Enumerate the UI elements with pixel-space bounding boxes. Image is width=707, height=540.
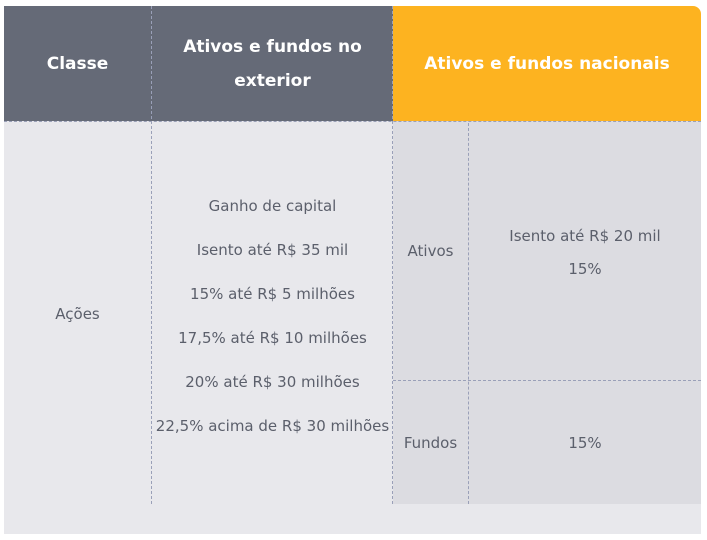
header-nacionais-label: Ativos e fundos nacionais [424,53,670,74]
divider-col-2 [392,6,393,504]
cell-fundos-label: Fundos [393,380,468,506]
fundos-label: Fundos [403,434,458,452]
divider-col-3 [468,123,469,504]
cell-ativos-label: Ativos [393,121,468,380]
cell-exterior-rules: Ganho de capital Isento até R$ 35 mil 15… [152,184,393,448]
header-classe: Classe [4,6,151,121]
cell-fundos-value: 15% [469,380,701,506]
divider-ativos-fundos [393,380,701,381]
exterior-line: 17,5% até R$ 10 milhões [178,329,367,347]
exterior-line: 20% até R$ 30 milhões [185,373,360,391]
fundos-value: 15% [568,434,602,452]
cell-ativos-value: Isento até R$ 20 mil 15% [469,220,701,286]
header-nacionais: Ativos e fundos nacionais [393,6,701,121]
header-background-gold [393,6,701,121]
classe-acoes-label: Ações [55,304,100,323]
exterior-line: Isento até R$ 35 mil [196,241,349,259]
ativos-label: Ativos [407,241,454,260]
divider-col-1 [151,6,152,504]
ativos-value-line: Isento até R$ 20 mil [509,227,661,245]
exterior-line: 22,5% acima de R$ 30 milhões [155,417,390,435]
header-background-dark [4,6,393,121]
header-classe-label: Classe [46,53,109,74]
tax-table: Classe Ativos e fundos no exterior Ativo… [4,6,701,534]
nacionais-cell-background [393,121,701,504]
ativos-value-line: 15% [568,260,602,278]
cell-classe-acoes: Ações [4,121,151,506]
header-exterior-line2: exterior [234,70,311,91]
header-exterior-line1: Ativos e fundos no [183,36,362,57]
exterior-line: 15% até R$ 5 milhões [190,285,355,303]
exterior-line: Ganho de capital [208,197,337,215]
header-exterior: Ativos e fundos no exterior [152,6,393,121]
divider-header [4,121,701,122]
